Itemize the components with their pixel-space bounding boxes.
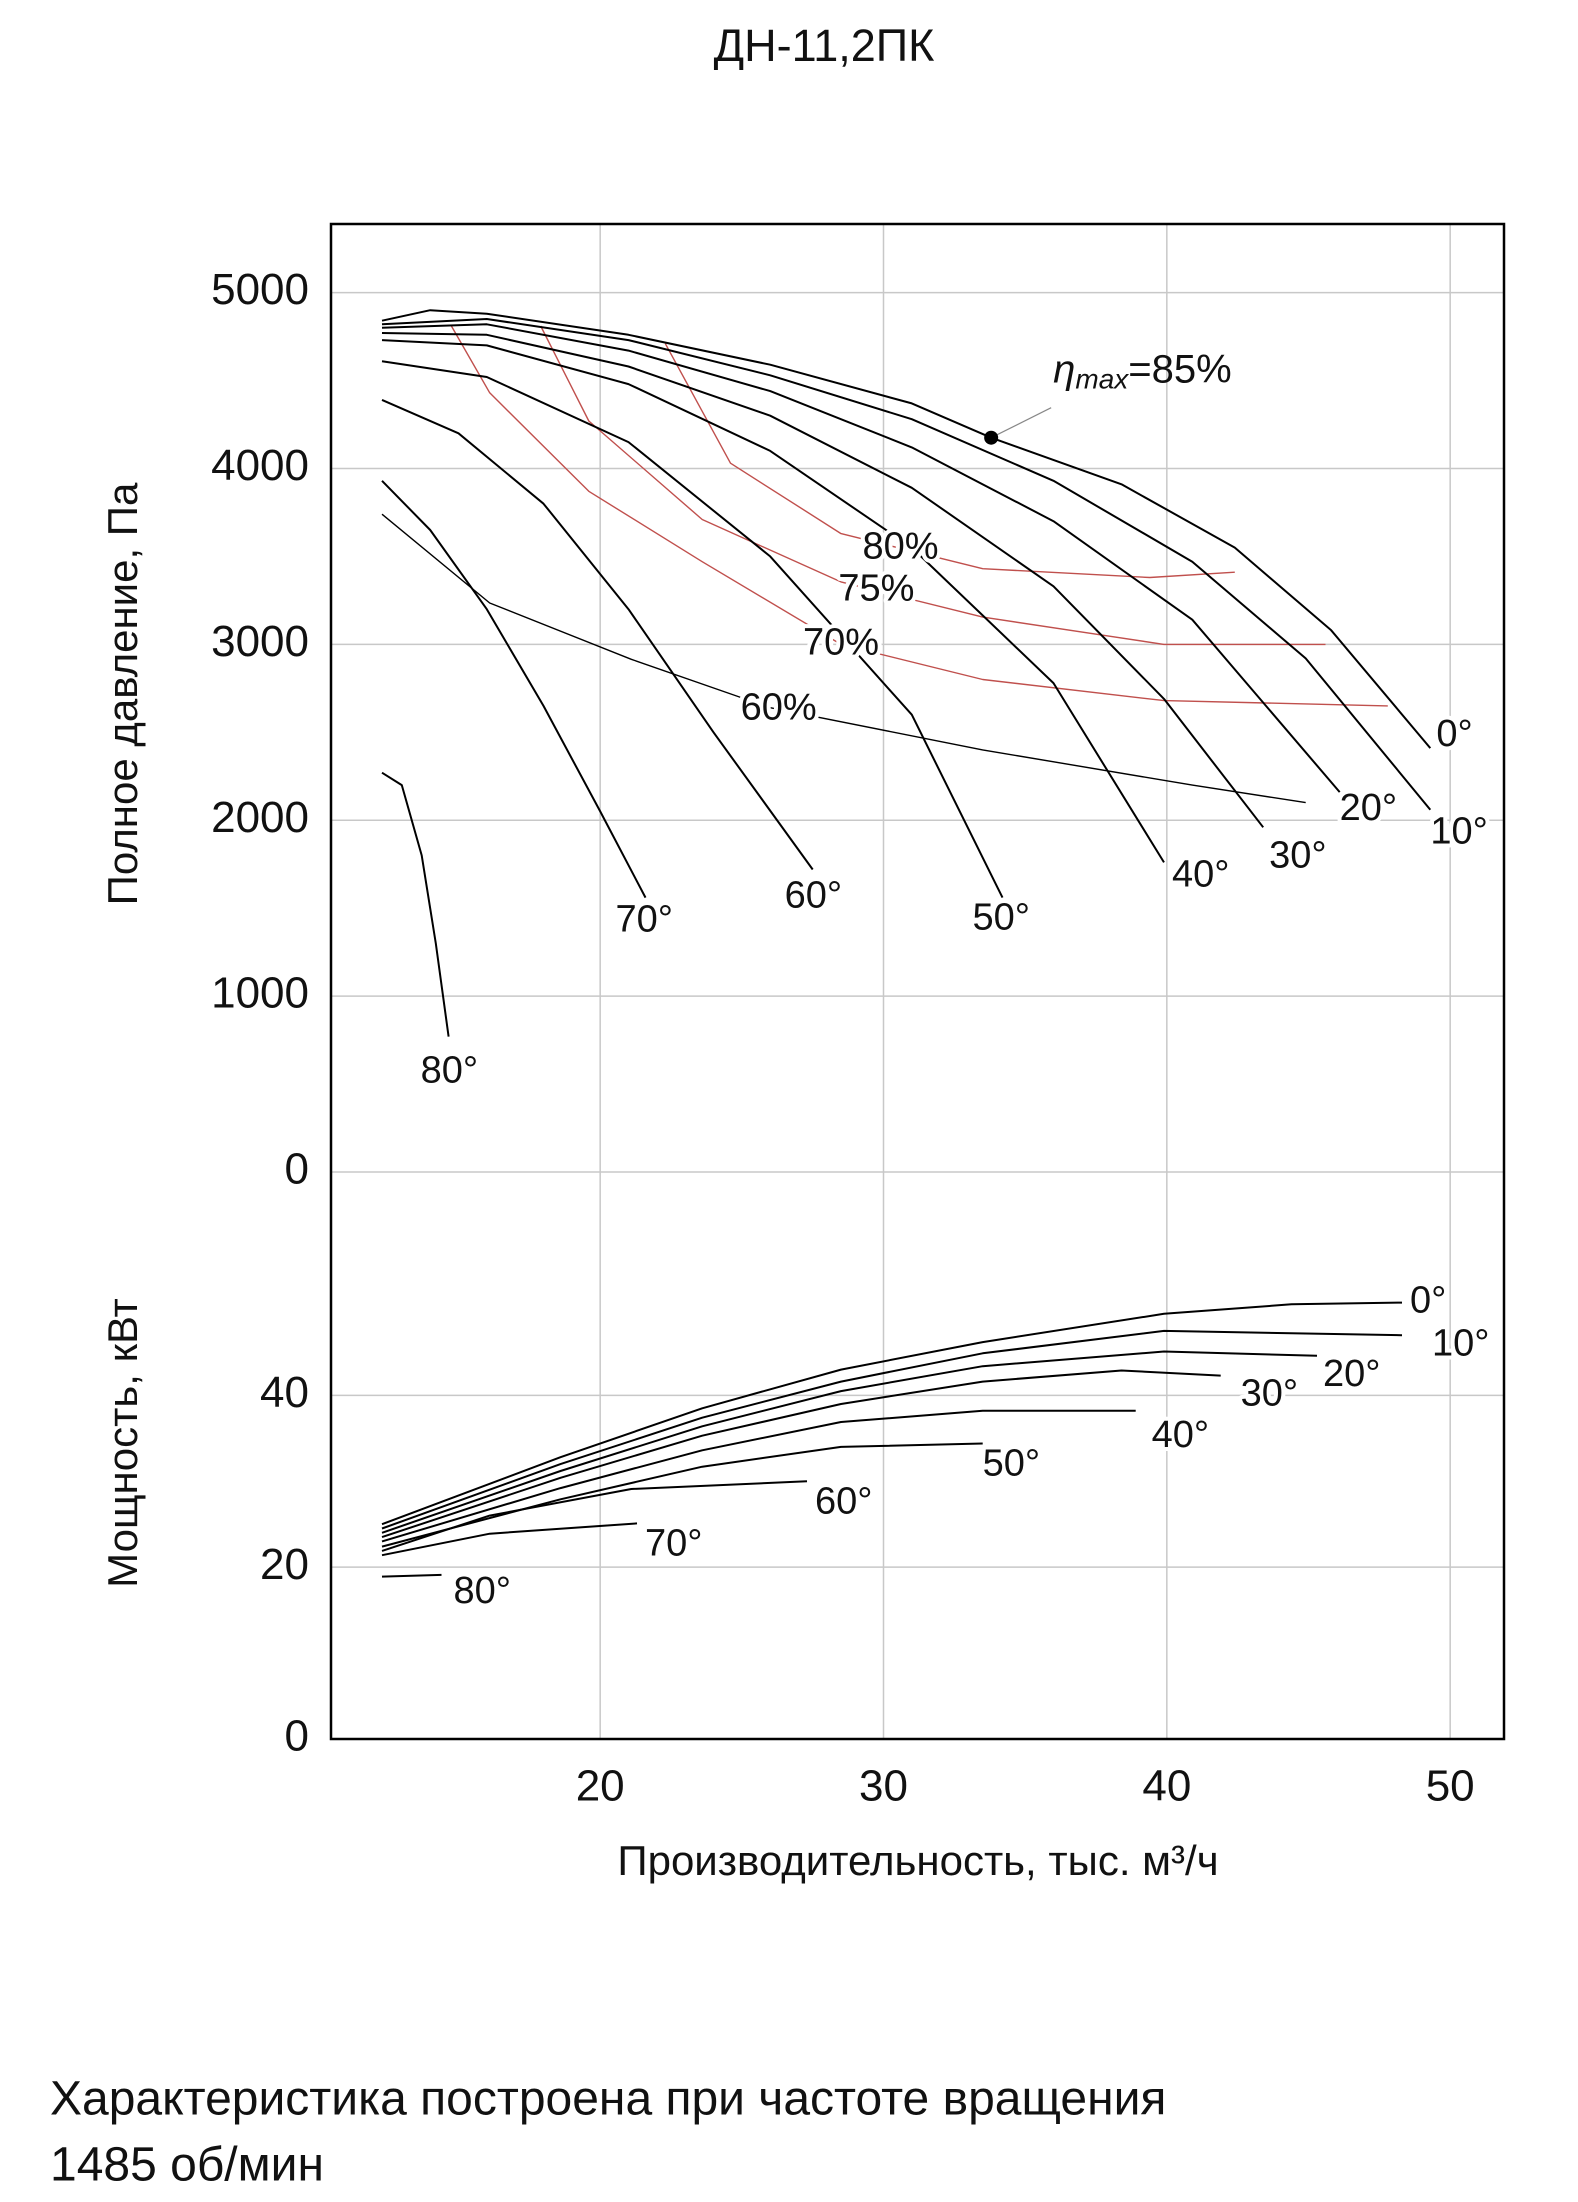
curve-label: 40°	[1172, 853, 1229, 895]
plot-frame	[329, 222, 1506, 1741]
curves	[381, 309, 1432, 1578]
curve-label: 60°	[785, 875, 842, 917]
efficiency-curve	[664, 343, 1235, 579]
curve	[381, 1301, 1403, 1526]
curve-label: 20°	[1340, 787, 1397, 829]
footnote: 1485 об/мин	[50, 2139, 324, 2192]
curve	[381, 1573, 442, 1578]
curve	[381, 323, 1341, 793]
curve	[381, 332, 1264, 828]
y-tick-label: 0	[285, 1712, 309, 1761]
curve-label: 50°	[973, 897, 1030, 939]
x-tick-label: 50	[1426, 1762, 1475, 1811]
curve	[381, 339, 1165, 863]
curve-label: 80°	[454, 1570, 511, 1612]
curve-label: 30°	[1241, 1373, 1298, 1415]
curve	[381, 1522, 638, 1557]
x-axis-label: Производительность, тыс. м³/ч	[617, 1837, 1218, 1884]
curve	[381, 309, 1432, 749]
y-tick-label: 1000	[211, 969, 309, 1018]
y-axis-label: Мощность, кВт	[99, 1298, 146, 1588]
annotation-symbol: η	[1053, 347, 1075, 391]
curve-label: 70°	[645, 1522, 702, 1564]
curve-label: 0°	[1410, 1280, 1446, 1322]
curve-label: 50°	[983, 1443, 1040, 1485]
curve-label: 60°	[815, 1480, 872, 1522]
x-tick-label: 30	[859, 1762, 908, 1811]
curve-label: 40°	[1152, 1414, 1209, 1456]
efficiency-label: 75%	[838, 568, 914, 610]
curve-label: 70°	[616, 899, 673, 941]
efficiency-curve	[381, 513, 1306, 804]
x-tick-label: 20	[576, 1762, 625, 1811]
y-tick-label: 4000	[211, 441, 309, 490]
y-tick-label: 0	[285, 1145, 309, 1194]
y-axis-label: Полное давление, Па	[99, 482, 146, 905]
curve	[381, 1329, 1403, 1530]
curve	[381, 1409, 1136, 1543]
curve	[381, 1369, 1221, 1539]
efficiency-curve	[450, 325, 1388, 707]
x-tick-label: 40	[1142, 1762, 1191, 1811]
curve-label: 10°	[1430, 811, 1487, 853]
y-tick-label: 5000	[211, 265, 309, 314]
curve	[381, 1442, 983, 1548]
curve-label: 30°	[1269, 834, 1326, 876]
curve	[381, 398, 814, 871]
efficiency-label: 60%	[741, 686, 817, 728]
y-tick-label: 20	[260, 1540, 309, 1589]
curve	[381, 318, 1432, 811]
curve-label: 0°	[1436, 713, 1472, 755]
efficiency-curve	[540, 325, 1326, 646]
annotation-text: =85%	[1128, 347, 1231, 391]
grid	[331, 224, 1504, 1740]
y-tick-label: 2000	[211, 793, 309, 842]
labels: 01000200030004000500080%75%70%60%0°10°20…	[211, 265, 1493, 1811]
chart-title: ДН-11,2ПК	[714, 20, 935, 71]
curve-label: 10°	[1432, 1322, 1489, 1364]
y-tick-label: 3000	[211, 617, 309, 666]
leader-line	[990, 407, 1052, 439]
efficiency-label: 80%	[862, 525, 938, 567]
annotation: ηmax=85%	[1053, 347, 1232, 395]
curve-label: 20°	[1323, 1353, 1380, 1395]
annotation-subscript: max	[1075, 364, 1129, 395]
efficiency-label: 70%	[803, 621, 879, 663]
curve	[381, 1350, 1318, 1534]
curve-label: 80°	[421, 1050, 478, 1092]
y-tick-label: 40	[260, 1368, 309, 1417]
curve	[381, 360, 1004, 899]
curve	[381, 1480, 808, 1552]
curve	[381, 771, 450, 1037]
max-efficiency-point	[984, 430, 999, 445]
footnote: Характеристика построена при частоте вра…	[50, 2073, 1166, 2126]
curve	[381, 480, 647, 899]
